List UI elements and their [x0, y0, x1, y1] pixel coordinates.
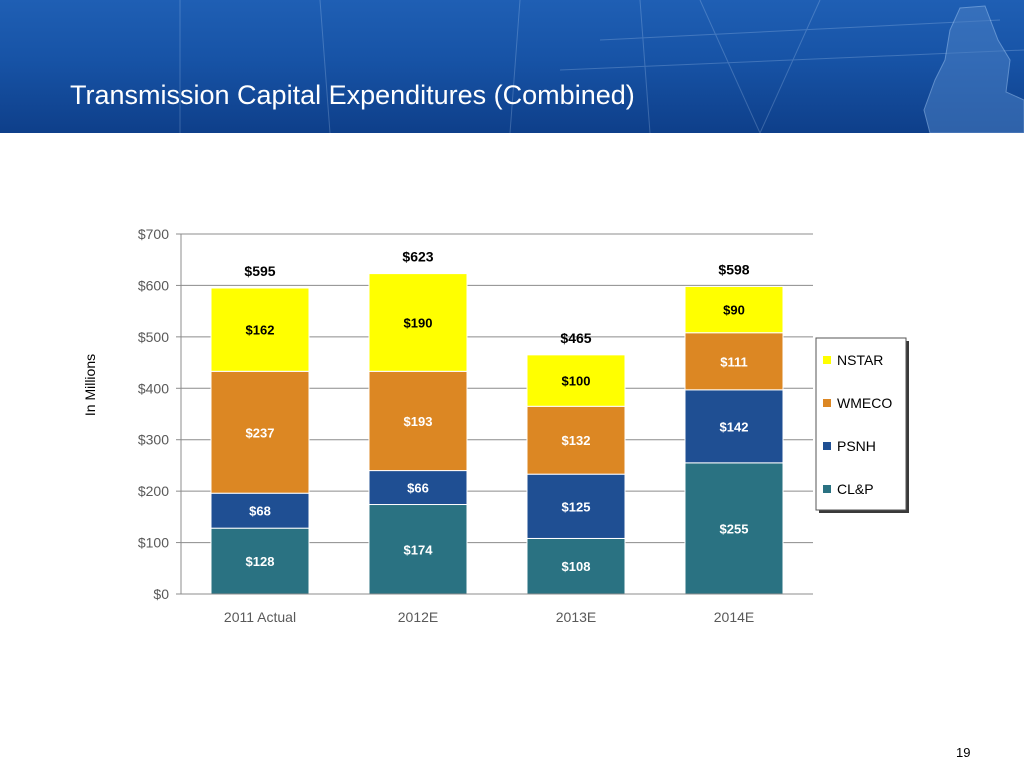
legend-label: CL&P	[837, 481, 874, 497]
bar-segment-wmeco	[210, 370, 310, 494]
legend-swatch	[823, 442, 831, 450]
bar-segment-wmeco	[684, 332, 784, 391]
segment-data-label: $193	[404, 414, 433, 429]
chart-legend: NSTAR WMECO PSNH CL&P	[815, 337, 909, 513]
bar-segment-psnh	[684, 389, 784, 464]
bar-segment-psnh	[368, 470, 468, 506]
total-data-label: $465	[560, 330, 591, 346]
segment-data-label: $108	[562, 559, 591, 574]
legend-swatch	[823, 485, 831, 493]
segment-data-label: $162	[246, 323, 275, 338]
legend-label: PSNH	[837, 438, 876, 454]
y-axis-label: In Millions	[82, 354, 98, 416]
segment-data-label: $66	[407, 481, 429, 496]
segment-data-label: $190	[404, 315, 433, 330]
segment-data-label: $142	[720, 419, 749, 434]
legend-label: WMECO	[837, 395, 892, 411]
legend-swatch	[823, 399, 831, 407]
x-tick-label: 2012E	[398, 609, 438, 625]
new-england-map-icon	[923, 5, 1024, 133]
bar-segment-nstar	[368, 273, 468, 372]
legend-label: NSTAR	[837, 352, 883, 368]
x-tick-label: 2011 Actual	[224, 609, 296, 625]
slide-header: Transmission Capital Expenditures (Combi…	[0, 0, 1024, 133]
y-tick-label: $600	[138, 277, 169, 293]
legend-box	[815, 337, 907, 511]
y-tick-label: $300	[138, 432, 169, 448]
y-tick-label: $200	[138, 483, 169, 499]
x-tick-label: 2014E	[714, 609, 754, 625]
legend-swatch	[823, 356, 831, 364]
bar-segment-nstar	[526, 354, 626, 407]
bar-segment-cl-p	[684, 462, 784, 595]
segment-data-label: $68	[249, 504, 271, 519]
segment-data-label: $128	[246, 554, 275, 569]
segment-data-label: $111	[720, 354, 748, 369]
slide-title: Transmission Capital Expenditures (Combi…	[70, 80, 635, 110]
y-tick-label: $700	[138, 226, 169, 242]
total-data-label: $623	[402, 249, 433, 265]
total-data-label: $595	[244, 263, 275, 279]
bar-segment-psnh	[210, 492, 310, 529]
bar-segment-cl-p	[526, 537, 626, 595]
x-tick-label: 2013E	[556, 609, 596, 625]
bar-segment-cl-p	[368, 504, 468, 595]
y-tick-label: $0	[153, 586, 169, 602]
segment-data-label: $90	[723, 303, 745, 318]
bar-segment-cl-p	[210, 527, 310, 595]
page-number: 19	[956, 745, 971, 760]
y-tick-label: $100	[138, 535, 169, 551]
segment-data-label: $255	[720, 521, 749, 536]
bar-segment-nstar	[684, 285, 784, 334]
segment-data-label: $237	[246, 425, 275, 440]
header-background-art	[179, 0, 1024, 133]
bar-segment-nstar	[210, 287, 310, 372]
y-tick-label: $400	[138, 380, 169, 396]
bar-segment-psnh	[526, 473, 626, 539]
segment-data-label: $100	[562, 374, 591, 389]
segment-data-label: $174	[404, 542, 434, 557]
y-tick-label: $500	[138, 329, 169, 345]
segment-data-label: $132	[562, 433, 591, 448]
segment-data-label: $125	[562, 499, 591, 514]
bar-segment-wmeco	[368, 370, 468, 472]
total-data-label: $598	[718, 261, 749, 277]
bar-segment-wmeco	[526, 405, 626, 475]
